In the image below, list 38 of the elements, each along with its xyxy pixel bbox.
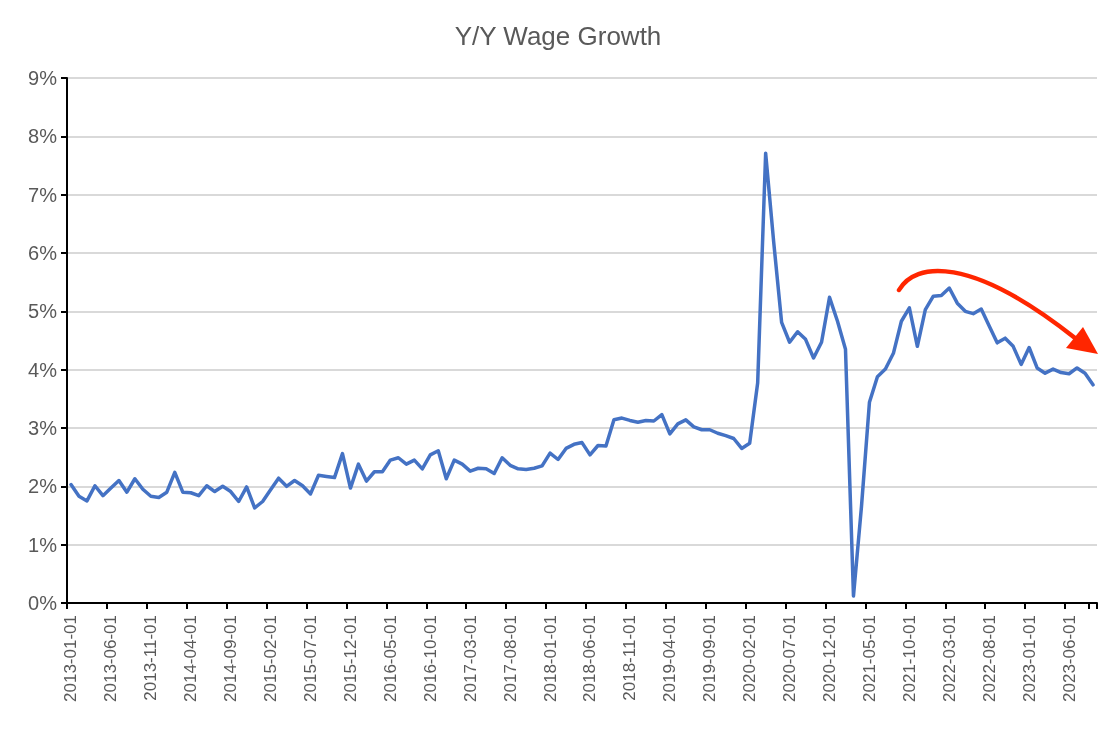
x-tick-label: 2022-03-01 bbox=[939, 615, 959, 702]
x-tick-label: 2016-05-01 bbox=[380, 615, 400, 702]
y-tick-label: 1% bbox=[28, 533, 58, 556]
x-tick-label: 2013-06-01 bbox=[101, 615, 121, 702]
x-tick-label: 2013-11-01 bbox=[141, 615, 161, 701]
y-tick-label: 2% bbox=[28, 475, 58, 498]
x-tick-label: 2021-05-01 bbox=[859, 615, 879, 702]
y-tick-label: 4% bbox=[28, 358, 58, 381]
y-tick-label: 9% bbox=[28, 67, 58, 89]
x-tick-label: 2021-10-01 bbox=[899, 615, 919, 702]
x-tick-label: 2018-06-01 bbox=[580, 615, 600, 702]
x-tick-label: 2018-11-01 bbox=[620, 615, 640, 701]
y-tick-label: 0% bbox=[28, 592, 58, 614]
x-tick-label: 2019-09-01 bbox=[700, 615, 720, 702]
x-tick-label: 2015-12-01 bbox=[340, 615, 360, 702]
x-tick-label: 2023-06-01 bbox=[1059, 615, 1079, 702]
x-tick-label: 2019-04-01 bbox=[660, 615, 680, 702]
x-tick-label: 2013-01-01 bbox=[61, 615, 81, 702]
x-tick-label: 2022-08-01 bbox=[979, 615, 999, 702]
x-tick-label: 2017-03-01 bbox=[460, 615, 480, 702]
x-tick-label: 2016-10-01 bbox=[420, 615, 440, 702]
y-tick-label: 8% bbox=[28, 125, 58, 148]
y-tick-label: 6% bbox=[28, 242, 58, 264]
x-tick-label: 2020-02-01 bbox=[740, 615, 760, 702]
x-tick-label: 2015-02-01 bbox=[261, 615, 281, 702]
line-series bbox=[69, 151, 1095, 598]
y-tick-label: 7% bbox=[28, 183, 58, 206]
x-tick-label: 2015-07-01 bbox=[301, 615, 321, 702]
x-tick-label: 2023-01-01 bbox=[1019, 615, 1039, 702]
chart-title: Y/Y Wage Growth bbox=[454, 21, 662, 51]
x-tick-label: 2020-12-01 bbox=[820, 615, 840, 702]
y-tick-label: 3% bbox=[28, 417, 58, 439]
x-tick-label: 2014-09-01 bbox=[221, 615, 241, 702]
x-tick-label: 2014-04-01 bbox=[181, 615, 201, 702]
x-tick-label: 2020-07-01 bbox=[780, 615, 800, 702]
x-tick-label: 2018-01-01 bbox=[540, 615, 560, 702]
x-tick-label: 2017-08-01 bbox=[500, 615, 520, 702]
y-tick-label: 5% bbox=[28, 300, 58, 323]
